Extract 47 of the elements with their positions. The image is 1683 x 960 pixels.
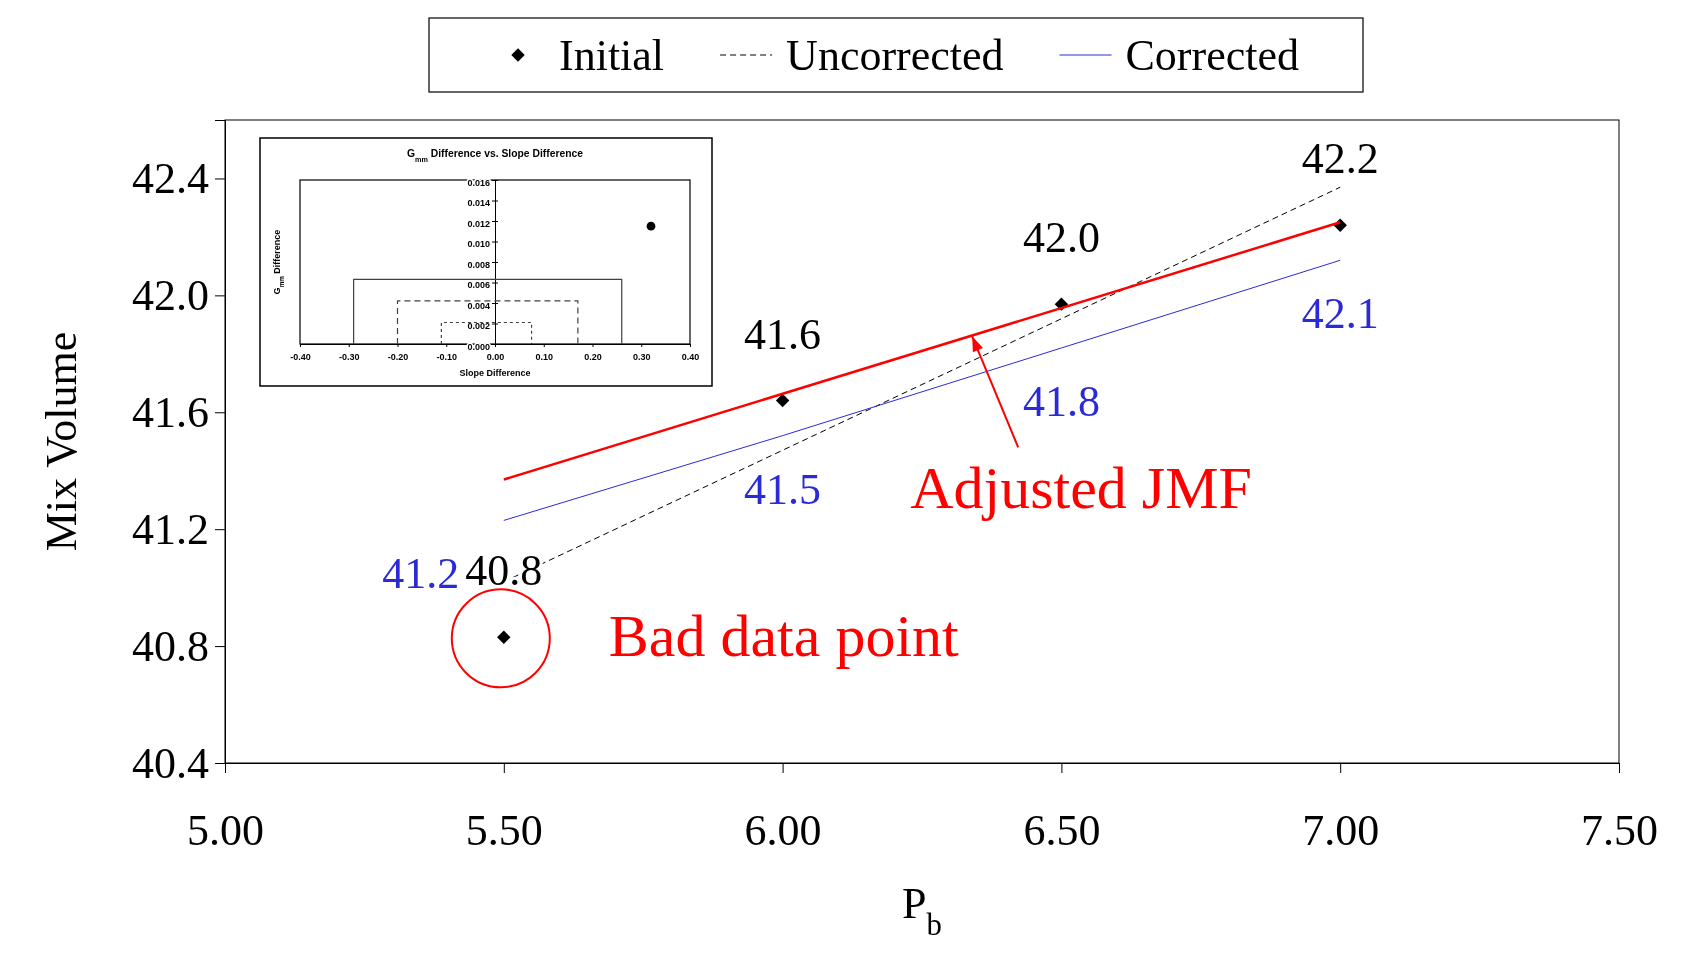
x-tick-label: 7.50 xyxy=(1581,806,1658,855)
x-tick-label: 0.40 xyxy=(681,352,700,362)
x-tick-label: 0.10 xyxy=(535,352,554,362)
y-tick-label: 0.016 xyxy=(467,177,490,188)
x-tick-label: -0.20 xyxy=(387,352,409,362)
x-tick-label: -0.30 xyxy=(338,352,360,362)
y-tick-label: 41.6 xyxy=(132,387,209,437)
x-tick-label: -0.40 xyxy=(290,352,311,362)
y-tick-label: 0.008 xyxy=(467,259,490,270)
x-axis-title: Slope Difference xyxy=(459,368,531,378)
legend-label: Corrected xyxy=(1125,31,1299,81)
legend-label: Initial xyxy=(559,31,665,81)
x-tick-label: 5.00 xyxy=(187,806,264,855)
x-tick-label: 0.00 xyxy=(486,352,505,362)
x-tick-label: 5.50 xyxy=(465,806,543,855)
x-tick-label: 7.00 xyxy=(1302,806,1380,855)
data-label: 41.5 xyxy=(744,464,822,514)
x-tick-label: -0.10 xyxy=(436,352,458,362)
y-tick-label: 42.4 xyxy=(132,154,209,204)
y-tick-label: 0.012 xyxy=(467,218,490,229)
y-tick-label: 40.8 xyxy=(132,621,209,671)
data-label: 41.8 xyxy=(1022,376,1100,426)
y-tick-label: 0.006 xyxy=(467,280,490,291)
point xyxy=(775,393,790,408)
data-label: 42.1 xyxy=(1301,289,1379,339)
y-tick-label: 0.002 xyxy=(467,321,490,332)
data-label: 42.2 xyxy=(1301,134,1379,184)
y-tick-label: 42.0 xyxy=(132,270,209,320)
y-tick-label: 40.4 xyxy=(132,738,209,788)
annotation: Adjusted JMF xyxy=(910,455,1252,522)
legend-label: Uncorrected xyxy=(786,31,1004,81)
y-tick-label: 0.014 xyxy=(467,198,490,209)
x-tick-label: 6.00 xyxy=(744,806,822,855)
x-tick-label: 0.30 xyxy=(632,352,651,362)
y-tick-label: 0.010 xyxy=(467,239,490,250)
point xyxy=(497,630,511,645)
chart-title: G$_{mm}$ Difference vs. Slope Difference xyxy=(406,148,584,164)
x-tick-label: 6.50 xyxy=(1023,806,1101,855)
y-axis-title: Mix Volume xyxy=(37,331,87,552)
x-tick-label: 0.20 xyxy=(584,352,602,362)
y-tick-label: 0.004 xyxy=(467,300,490,311)
y-tick-label: 0.000 xyxy=(467,341,490,352)
data-label: 42.0 xyxy=(1022,213,1100,263)
annotation: Bad data point xyxy=(608,603,960,670)
y-tick-label: 41.2 xyxy=(132,504,209,554)
data-label: 41.6 xyxy=(744,309,822,359)
x-axis-title: P$_{b}$ xyxy=(902,879,942,942)
